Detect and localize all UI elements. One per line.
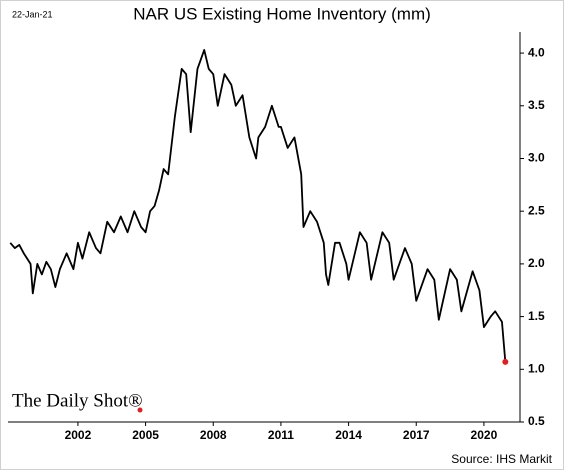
y-tick-label: 1.0 [528,361,545,375]
logo-dot [137,407,143,413]
logo: The Daily Shot® [12,390,143,411]
source: Source: IHS Markit [451,452,552,466]
x-tick-label: 2017 [403,428,430,442]
x-tick-label: 2002 [65,428,92,442]
y-tick-label: 2.0 [528,256,545,270]
y-tick-label: 3.0 [528,151,545,165]
x-tick-label: 2011 [268,428,294,442]
last-point [502,358,509,365]
x-tick-label: 2008 [200,428,227,442]
x-tick-label: 2005 [132,428,159,442]
y-tick-label: 2.5 [528,203,545,217]
y-tick-label: 0.5 [528,414,545,428]
x-tick-label: 2014 [335,428,362,442]
date-note: 22-Jan-21 [12,9,53,19]
line [9,49,507,362]
chart-title: NAR US Existing Home Inventory (mm) [133,4,431,23]
x-tick-label: 2020 [471,428,498,442]
y-tick-label: 3.5 [528,98,545,112]
y-tick-label: 4.0 [528,45,545,59]
y-tick-label: 1.5 [528,309,545,323]
